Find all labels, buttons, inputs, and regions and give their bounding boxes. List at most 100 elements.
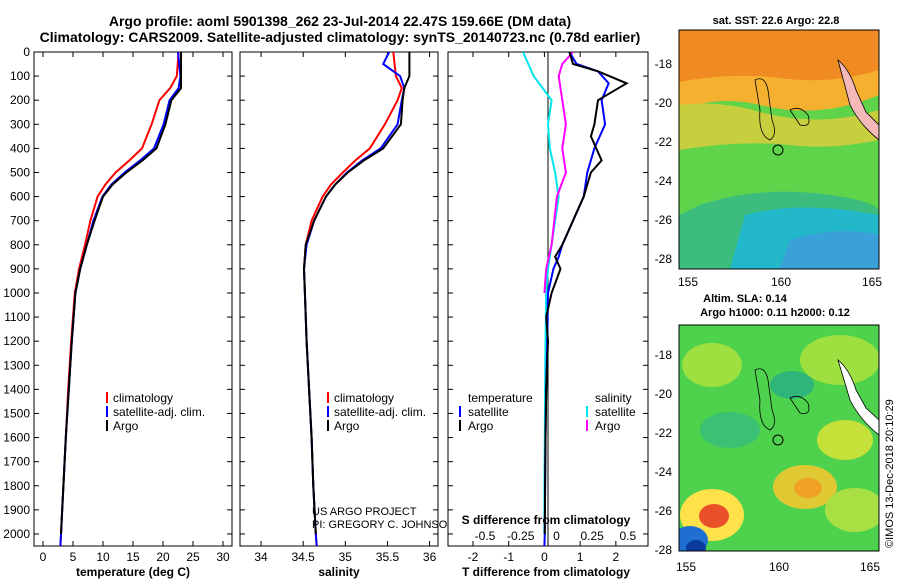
x-tick-label: 1 xyxy=(577,550,584,564)
sla-blob xyxy=(770,371,814,399)
top-tick-label: 0.25 xyxy=(580,529,604,543)
x-tick-label: 0 xyxy=(40,550,47,564)
temperature-xlabel: temperature (deg C) xyxy=(76,565,190,579)
x-tick-label: 34.5 xyxy=(292,550,316,564)
difference-panel: -2 -1 0 1 2 -0.5 -0.25 0 0.25 0.5 T difference fr… xyxy=(447,51,649,579)
top-tick-label: 0 xyxy=(553,529,560,543)
sla-xtick: 165 xyxy=(860,560,880,574)
x-tick-label: 30 xyxy=(216,550,230,564)
x-tick-label: 35 xyxy=(339,550,353,564)
x-tick-label: -1 xyxy=(503,550,514,564)
y-tick-label: 1600 xyxy=(3,431,30,445)
sla-blob xyxy=(800,335,879,385)
y-tick-label: 100 xyxy=(10,69,30,83)
sst-xtick: 160 xyxy=(771,275,791,289)
salinity-panel: 34 34.5 35 35.5 36 salinity climatology sate… xyxy=(239,51,455,579)
x-tick-label: 36 xyxy=(423,550,437,564)
x-tick-label: 0 xyxy=(541,550,548,564)
legend-satellite-label: satellite-adj. clim. xyxy=(113,405,205,419)
x-tick-label: 5 xyxy=(70,550,77,564)
difference-legend: temperature satellite Argo salinity sate… xyxy=(459,391,636,433)
s-legend-climatology-label: climatology xyxy=(334,391,394,405)
sst-mid-band xyxy=(679,103,879,150)
sst-coldest-band xyxy=(780,231,879,269)
y-tick-label: 2000 xyxy=(3,527,30,541)
y-tick-label: 1700 xyxy=(3,455,30,469)
legend-climatology-label: climatology xyxy=(113,391,173,405)
temperature-legend: climatology satellite-adj. clim. Argo xyxy=(106,391,205,433)
y-tick-label: 1500 xyxy=(3,406,30,420)
sla-xtick: 160 xyxy=(769,560,789,574)
x-tick-label: 20 xyxy=(156,550,170,564)
difference-ticks: -2 -1 0 1 2 -0.5 -0.25 0 0.25 0.5 xyxy=(448,51,648,564)
top-tick-label: -0.5 xyxy=(475,529,496,543)
y-tick-label: 700 xyxy=(10,214,30,228)
title-line2: Climatology: CARS2009. Satellite-adjuste… xyxy=(40,29,641,45)
sst-argo-marker xyxy=(772,144,784,156)
sst-ytick: -20 xyxy=(655,96,673,110)
sst-map-frame xyxy=(678,29,880,270)
sla-map: Altim. SLA: 0.14 Argo h1000: 0.11 h2000:… xyxy=(655,293,881,574)
sst-ytick: -18 xyxy=(655,57,673,71)
salinity-plot-frame xyxy=(239,51,439,547)
sst-xtick: 165 xyxy=(862,275,882,289)
y-tick-label: 1400 xyxy=(3,382,30,396)
s-legend-satellite-label: satellite-adj. clim. xyxy=(334,405,426,419)
y-tick-label: 500 xyxy=(10,165,30,179)
y-tick-label: 300 xyxy=(10,117,30,131)
y-tick-label: 1000 xyxy=(3,286,30,300)
salinity-argo-line xyxy=(302,52,411,535)
x-tick-label: -2 xyxy=(468,550,479,564)
sla-ytick: -28 xyxy=(655,543,673,557)
salinity-legend: climatology satellite-adj. clim. Argo xyxy=(327,391,426,433)
y-tick-label: 1300 xyxy=(3,358,30,372)
sla-argo-marker xyxy=(772,434,784,446)
sla-blob xyxy=(794,478,822,498)
sst-ytick: -28 xyxy=(655,252,673,266)
credit-line1: US ARGO PROJECT xyxy=(312,506,417,518)
sst-map-ticks: 155 160 165 -18 -20 -22 -24 -26 -28 xyxy=(655,57,883,289)
sla-map-title-2: Argo h1000: 0.11 h2000: 0.12 xyxy=(700,307,850,319)
difference-xlabel-top: S difference from climatology xyxy=(462,513,631,527)
sla-reef-outline-2 xyxy=(789,395,810,414)
difference-xlabel: T difference from climatology xyxy=(462,565,630,579)
sst-coast xyxy=(837,58,879,141)
d-legend-ssat-label: satellite xyxy=(595,405,636,419)
y-tick-label: 200 xyxy=(10,93,30,107)
sla-reef-outline xyxy=(754,368,775,431)
sla-blob xyxy=(700,412,760,448)
x-tick-label: 35.5 xyxy=(376,550,400,564)
sst-ytick: -22 xyxy=(655,135,673,149)
y-tick-label: 0 xyxy=(23,45,30,59)
sst-ytick: -26 xyxy=(655,213,673,227)
x-tick-label: 34 xyxy=(254,550,268,564)
legend-temperature-title: temperature xyxy=(468,391,533,405)
salinity-ticks: 34 34.5 35 35.5 36 xyxy=(240,51,438,564)
y-tick-label: 1900 xyxy=(3,503,30,517)
x-tick-label: 10 xyxy=(96,550,110,564)
sst-map-title: sat. SST: 22.6 Argo: 22.8 xyxy=(713,15,840,27)
y-tick-label: 1100 xyxy=(4,310,30,324)
x-tick-label: 25 xyxy=(186,550,200,564)
sla-blob xyxy=(825,488,879,532)
y-tick-label: 800 xyxy=(10,238,30,252)
sst-xtick: 155 xyxy=(678,275,698,289)
x-tick-label: 2 xyxy=(613,550,620,564)
temperature-panel: 0 5 10 15 20 25 300100200300400500600700800900… xyxy=(3,45,233,579)
d-legend-sargo-label: Argo xyxy=(595,419,621,433)
sla-coast xyxy=(837,358,879,436)
sla-map-ticks: 155 160 165 -18 -20 -22 -24 -26 -28 xyxy=(655,348,881,574)
top-tick-label: 0.5 xyxy=(620,529,637,543)
timestamp: ©IMOS 13-Dec-2018 20:10:29 xyxy=(884,399,896,548)
top-tick-label: -0.25 xyxy=(507,529,535,543)
temperature-argo-diff-line xyxy=(543,52,629,535)
sla-ytick: -22 xyxy=(655,426,673,440)
d-legend-tsat-label: satellite xyxy=(468,405,509,419)
sla-xtick: 155 xyxy=(676,560,696,574)
sst-hot-band xyxy=(679,30,879,82)
sla-blob xyxy=(699,504,729,528)
sla-blob xyxy=(682,343,742,387)
sla-blob xyxy=(817,420,873,460)
legend-salinity-title: salinity xyxy=(595,391,632,405)
